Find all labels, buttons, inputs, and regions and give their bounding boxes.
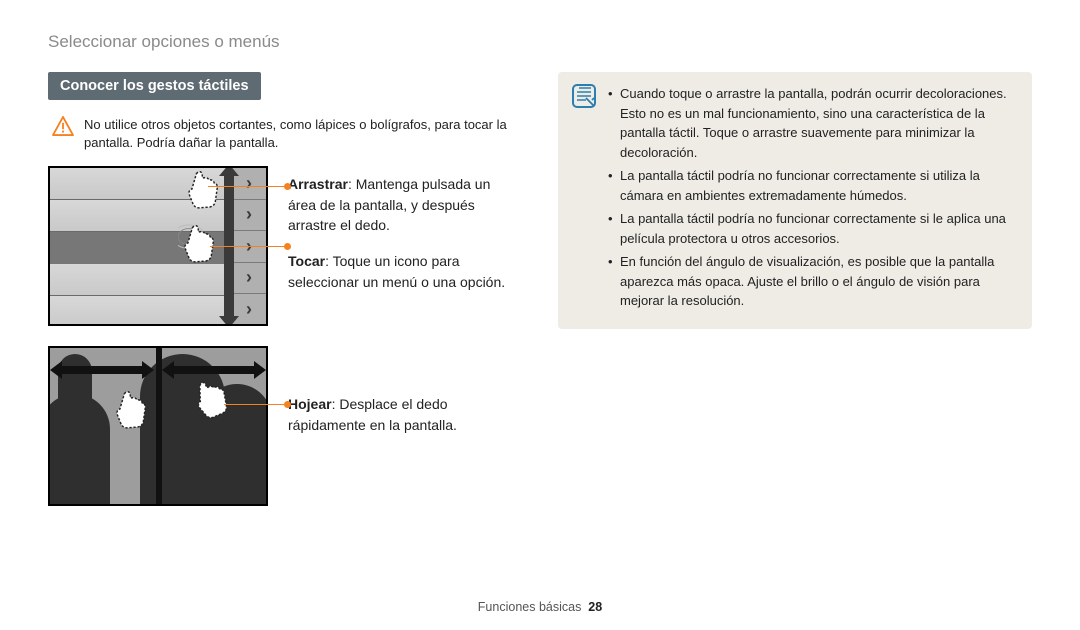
chevron-icon: ›: [232, 263, 266, 294]
note-list: Cuando toque o arrastre la pantalla, pod…: [608, 84, 1016, 315]
note-icon: [572, 84, 596, 108]
gesture-block-flick: Hojear: Desplace el dedo rápidamente en …: [48, 346, 522, 506]
section-header: Conocer los gestos táctiles: [48, 72, 261, 100]
right-column: Cuando toque o arrastre la pantalla, pod…: [558, 72, 1032, 526]
gesture-drag-desc: Arrastrar: Mantenga pulsada un área de l…: [288, 174, 522, 235]
hand-tap-icon: [182, 168, 218, 210]
note-item: Cuando toque o arrastre la pantalla, pod…: [608, 84, 1016, 162]
leader-line: [210, 246, 288, 247]
note-item: La pantalla táctil podría no funcionar c…: [608, 166, 1016, 205]
gesture-flick-desc: Hojear: Desplace el dedo rápidamente en …: [288, 394, 522, 435]
leader-line: [208, 186, 288, 187]
breadcrumb: Seleccionar opciones o menús: [48, 32, 1032, 52]
note-item: En función del ángulo de visualización, …: [608, 252, 1016, 311]
hand-flick-icon: [110, 388, 146, 430]
note-box: Cuando toque o arrastre la pantalla, pod…: [558, 72, 1032, 329]
page-number: 28: [588, 600, 602, 614]
gesture-block-drag-tap: › › › › ›: [48, 166, 522, 326]
page-footer: Funciones básicas 28: [0, 600, 1080, 614]
flick-arrow-left-icon: [60, 366, 144, 374]
leader-line: [224, 404, 288, 405]
hand-drag-icon: [178, 222, 214, 264]
gesture-figure-2: [48, 346, 268, 506]
flick-arrow-right-icon: [172, 366, 256, 374]
warning-icon: [52, 116, 74, 136]
gesture-tap-desc: Tocar: Toque un icono para seleccionar u…: [288, 251, 522, 292]
footer-section: Funciones básicas: [478, 600, 582, 614]
warning-callout: No utilice otros objetos cortantes, como…: [48, 110, 522, 166]
note-item: La pantalla táctil podría no funcionar c…: [608, 209, 1016, 248]
warning-text: No utilice otros objetos cortantes, como…: [84, 116, 518, 152]
chevron-icon: ›: [232, 200, 266, 231]
left-column: Conocer los gestos táctiles No utilice o…: [48, 72, 522, 526]
